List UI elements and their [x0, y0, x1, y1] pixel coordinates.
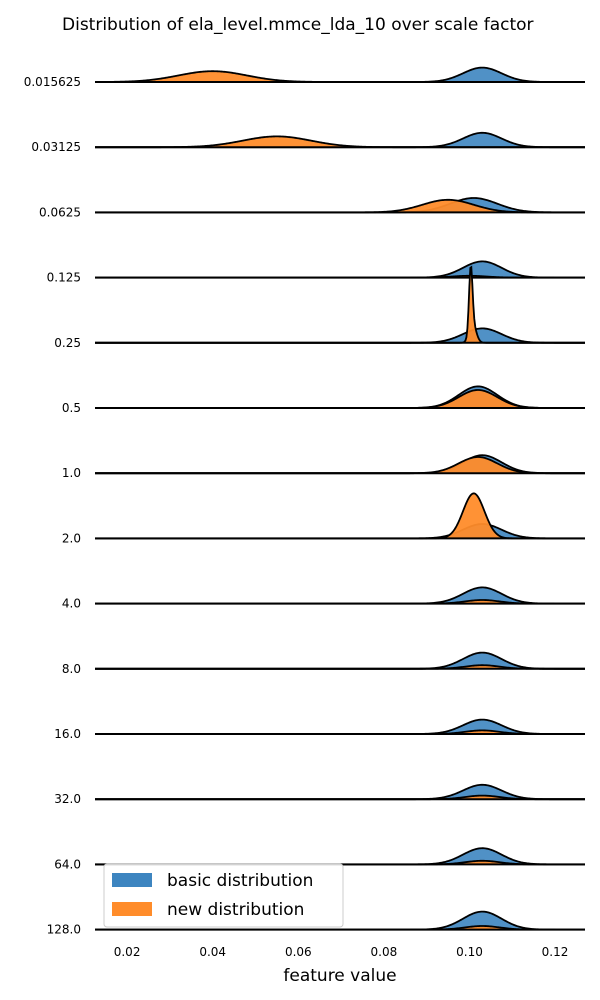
- ridge-row-32.0: [95, 783, 585, 801]
- density-fill-basic-4.0: [95, 587, 585, 604]
- density-fill-basic-128.0: [95, 911, 585, 930]
- y-tick-label: 64.0: [54, 857, 81, 871]
- legend-label-new: new distribution: [167, 900, 304, 920]
- y-tick-label: 1.0: [62, 466, 81, 480]
- ridge-row-0.015625: [95, 66, 585, 83]
- ridges: [95, 66, 585, 931]
- x-tick-labels: 0.02 0.04 0.06 0.08 0.10 0.12: [114, 945, 569, 959]
- legend-swatch-new: [112, 902, 152, 916]
- density-fill-basic-0.03125: [95, 132, 585, 148]
- ridge-row-128.0: [95, 910, 585, 931]
- y-tick-label: 128.0: [47, 923, 81, 937]
- ridge-row-16.0: [95, 718, 585, 735]
- ridge-row-4.0: [95, 586, 585, 605]
- legend-label-basic: basic distribution: [167, 871, 313, 891]
- legend: basic distribution new distribution: [103, 863, 344, 928]
- y-tick-label: 4.0: [62, 597, 81, 611]
- y-tick-label: 0.25: [54, 336, 81, 350]
- density-fill-new-2.0: [95, 493, 585, 539]
- x-tick-label: 0.06: [285, 945, 312, 959]
- ridge-row-0.0625: [95, 197, 585, 214]
- y-tick-label: 0.5: [62, 401, 81, 415]
- y-tick-label: 0.0625: [39, 205, 81, 219]
- density-fill-basic-0.125: [95, 261, 585, 278]
- y-tick-label: 0.125: [47, 271, 81, 285]
- chart-title: Distribution of ela_level.mmce_lda_10 ov…: [62, 15, 534, 35]
- y-tick-labels: 0.015625 0.03125 0.0625 0.125 0.25 0.5 1.0 2.0 4…: [24, 75, 81, 937]
- y-tick-label: 0.015625: [24, 75, 81, 89]
- ridge-row-8.0: [95, 651, 585, 670]
- y-tick-label: 32.0: [54, 792, 81, 806]
- ridge-row-2.0: [95, 492, 585, 540]
- y-tick-label: 8.0: [62, 662, 81, 676]
- density-fill-basic-0.0625: [95, 198, 585, 213]
- y-tick-label: 2.0: [62, 531, 81, 545]
- ridge-row-64.0: [95, 847, 585, 866]
- density-fill-new-0.015625: [95, 71, 585, 82]
- density-fill-new-0.5: [95, 390, 585, 408]
- ridge-row-0.25: [95, 265, 585, 344]
- ridge-row-1.0: [95, 454, 585, 475]
- density-fill-new-0.0625: [95, 199, 585, 213]
- y-tick-label: 0.03125: [31, 140, 81, 154]
- density-fill-basic-0.25: [95, 328, 585, 343]
- x-tick-label: 0.04: [199, 945, 226, 959]
- x-tick-label: 0.10: [456, 945, 483, 959]
- density-fill-basic-0.015625: [95, 67, 585, 82]
- x-axis-label: feature value: [283, 966, 396, 986]
- density-fill-basic-64.0: [95, 848, 585, 865]
- x-tick-label: 0.12: [542, 945, 569, 959]
- density-fill-basic-8.0: [95, 652, 585, 669]
- ridge-row-0.03125: [95, 131, 585, 149]
- ridge-row-0.125: [95, 260, 585, 279]
- x-tick-label: 0.02: [114, 945, 141, 959]
- legend-frame: [103, 863, 344, 928]
- y-tick-label: 16.0: [54, 727, 81, 741]
- density-fill-basic-32.0: [95, 784, 585, 800]
- ridge-row-0.5: [95, 385, 585, 409]
- x-tick-label: 0.08: [371, 945, 398, 959]
- legend-swatch-basic: [112, 873, 152, 887]
- density-fill-basic-16.0: [95, 719, 585, 734]
- density-fill-basic-2.0: [95, 524, 585, 539]
- density-line-new-2.0: [95, 492, 585, 540]
- density-fill-new-1.0: [95, 457, 585, 474]
